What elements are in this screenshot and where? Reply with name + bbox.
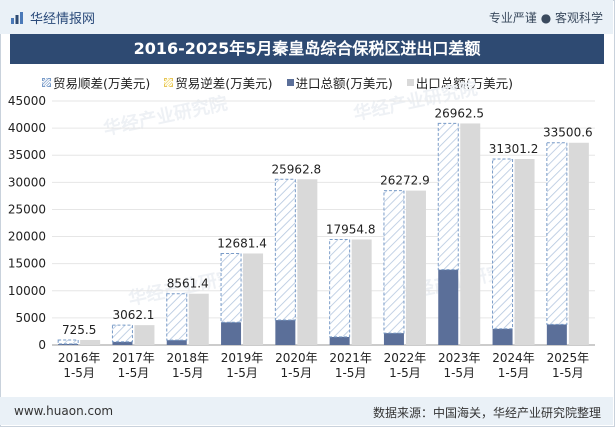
x-tick-label: 1-5月: [552, 366, 584, 380]
bar-surplus: [166, 293, 188, 341]
data-label-surplus: 725.5: [62, 323, 96, 337]
bar-surplus: [383, 190, 405, 334]
legend-swatch-export: [406, 79, 414, 86]
y-tick-label: 15000: [8, 257, 46, 271]
bar-export: [297, 179, 318, 345]
legend-label-import: 进口总额(万美元): [295, 76, 393, 91]
bar-import: [166, 340, 187, 345]
data-label-surplus: 3062.1: [112, 308, 154, 322]
bar-export: [188, 293, 209, 345]
legend-swatch-surplus: [42, 78, 51, 87]
y-tick-label: 35000: [8, 148, 46, 162]
bar-surplus: [274, 178, 296, 321]
x-tick-label: 2025年: [547, 351, 590, 365]
brand: 华经情报网: [10, 8, 95, 27]
bar-export: [80, 339, 101, 345]
x-tick-label: 1-5月: [63, 366, 95, 380]
data-label-surplus: 26962.5: [434, 106, 484, 120]
x-tick-label: 2019年: [221, 351, 264, 365]
x-tick-label: 1-5月: [389, 366, 421, 380]
bar-import: [492, 328, 513, 345]
data-label-surplus: 8561.4: [167, 277, 209, 291]
brand-logo-icon: [11, 11, 23, 24]
y-tick-label: 10000: [8, 284, 46, 298]
bar-import: [58, 343, 79, 345]
x-tick-label: 2020年: [275, 351, 318, 365]
bar-surplus: [492, 158, 514, 330]
data-labels: 725.5 3062.1 8561.4 12681.4 25962.8 17954.8 26…: [62, 106, 593, 337]
x-tick-label: 2024年: [492, 351, 535, 365]
bar-surplus: [329, 239, 351, 338]
bars: [57, 122, 589, 345]
legend-label-surplus: 贸易顺差(万美元): [53, 76, 151, 91]
y-tick-label: 30000: [8, 175, 46, 189]
bar-surplus: [220, 252, 242, 323]
y-tick-label: 0: [38, 338, 46, 352]
chart-title: 2016-2025年5月秦皇岛综合保税区进出口差额: [10, 34, 604, 64]
x-tick-label: 1-5月: [172, 366, 204, 380]
footer-bar: [0, 397, 613, 425]
bar-export: [134, 325, 155, 345]
legend-label-deficit: 贸易逆差(万美元): [175, 76, 273, 91]
data-label-surplus: 31301.2: [489, 142, 539, 156]
data-label-surplus: 17954.8: [326, 223, 376, 237]
legend-swatch-import: [286, 79, 294, 86]
x-tick-label: 2018年: [166, 351, 209, 365]
brand-name: 华经情报网: [30, 12, 96, 27]
legend-item-surplus: 贸易顺差(万美元): [42, 73, 150, 92]
data-label-surplus: 33500.6: [543, 126, 593, 140]
y-tick-label: 5000: [15, 311, 46, 325]
x-tick-label: 1-5月: [335, 366, 367, 380]
x-tick-label: 2017年: [112, 351, 155, 365]
bar-surplus: [111, 324, 133, 343]
x-tick-label: 2021年: [329, 351, 372, 365]
bar-export: [568, 142, 589, 345]
y-tick-label: 45000: [8, 94, 46, 108]
x-tick-label: 1-5月: [443, 366, 475, 380]
legend-swatch-deficit: [164, 78, 174, 87]
bar-surplus: [57, 339, 79, 345]
x-tick-label: 2023年: [438, 351, 481, 365]
bar-import: [383, 333, 404, 345]
tagline: 专业严谨 ● 客观科学: [488, 11, 603, 25]
x-tick-label: 1-5月: [498, 366, 530, 380]
data-label-surplus: 12681.4: [217, 236, 267, 250]
y-tick-label: 25000: [8, 202, 46, 216]
bar-export: [460, 123, 481, 345]
bar-import: [329, 336, 350, 345]
watermark-text: 华经产业研究院: [101, 92, 229, 140]
bar-import: [275, 320, 296, 345]
bar-import: [438, 269, 459, 345]
x-tick-label: 2016年: [58, 351, 101, 365]
bar-export: [514, 159, 535, 345]
y-tick-label: 40000: [8, 121, 46, 135]
legend-item-import: 进口总额(万美元): [286, 73, 393, 92]
bar-import: [546, 324, 567, 345]
bar-surplus: [437, 122, 459, 271]
bar-import: [112, 341, 133, 345]
footer-site: www.huaon.com: [14, 404, 114, 418]
x-tick-label: 1-5月: [281, 366, 313, 380]
data-label-surplus: 26272.9: [380, 174, 430, 188]
axis-ticks: 0 5000 10000 15000 20000 25000 30000 35000 40000…: [8, 94, 589, 380]
legend-item-deficit: 贸易逆差(万美元): [164, 73, 273, 92]
bar-import: [221, 322, 242, 345]
bar-surplus: [546, 142, 568, 325]
bar-export: [351, 239, 372, 345]
footer-source: 数据来源：中国海关，华经产业研究院整理: [372, 406, 601, 420]
header-bar: [0, 0, 613, 34]
x-tick-label: 1-5月: [226, 366, 258, 380]
x-tick-label: 2022年: [384, 351, 427, 365]
legend-item-export: 出口总额(万美元): [406, 73, 514, 92]
legend: 贸易顺差(万美元) 贸易逆差(万美元) 进口总额(万美元) 出口总额(万美元): [42, 73, 513, 92]
data-label-surplus: 25962.8: [272, 162, 322, 176]
bar-export: [243, 253, 264, 345]
x-tick-label: 1-5月: [118, 366, 150, 380]
legend-label-export: 出口总额(万美元): [415, 76, 514, 91]
y-tick-label: 20000: [8, 230, 46, 244]
bar-export: [405, 190, 426, 345]
